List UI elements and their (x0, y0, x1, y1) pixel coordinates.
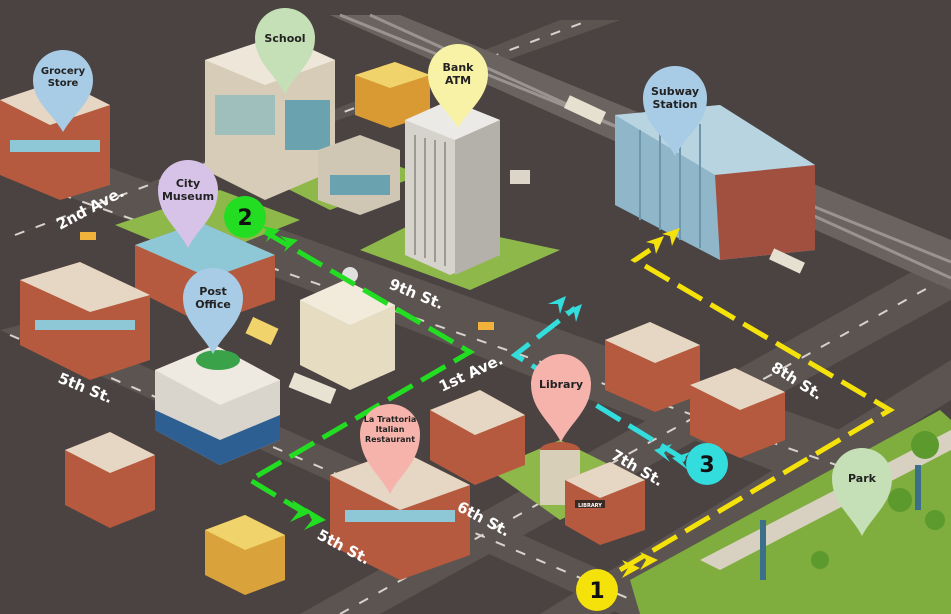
route-2-end-arrows (290, 500, 326, 530)
pin-school-line1: School (264, 32, 305, 45)
lane-9th (19, 179, 951, 506)
pin-subway-line2: Station (652, 98, 697, 111)
pin-restaurant[interactable]: La Trattoria Italian Restaurant (360, 404, 420, 494)
pin-restaurant-line2: Italian (376, 425, 405, 434)
pin-bank-line1: Bank (443, 61, 475, 74)
train (563, 95, 607, 125)
pin-library-line1: Library (539, 378, 583, 391)
route-3 (510, 296, 690, 470)
route-marker-1-label: 1 (589, 579, 604, 604)
building-south-small (205, 515, 285, 595)
route-marker-2-label: 2 (237, 206, 252, 231)
route-marker-2[interactable]: 2 (224, 196, 266, 238)
pin-subway-line1: Subway (651, 85, 699, 98)
route-2-path (245, 229, 475, 513)
pin-grocery-line2: Store (48, 78, 79, 89)
route-3-path (510, 306, 687, 463)
vehicle-truck (510, 170, 530, 184)
road-8th-street (540, 360, 951, 614)
pin-museum-line2: Museum (162, 190, 214, 203)
building-west-block (20, 262, 150, 380)
route-1-path (618, 247, 895, 573)
route-1-end-arrows (646, 228, 680, 254)
route-1-start-arrows (622, 552, 658, 578)
pin-city-museum[interactable]: City Museum (158, 160, 218, 248)
park-trees (760, 431, 945, 580)
pin-bank-line2: ATM (445, 74, 471, 87)
vehicle-bus (245, 316, 279, 346)
building-east-1st-ave (430, 390, 525, 485)
route-3-start-arrows (654, 444, 690, 470)
vehicle-car (478, 322, 494, 330)
buildings: LIBRARY (0, 35, 815, 595)
building-southwest-house (65, 432, 155, 528)
pin-post-office[interactable]: Post Office (183, 268, 243, 354)
pin-subway-station[interactable]: Subway Station (643, 66, 707, 156)
library-sign: LIBRARY (578, 503, 602, 509)
pin-restaurant-line1: La Trattoria (364, 415, 416, 424)
route-2 (245, 226, 475, 530)
route-marker-3[interactable]: 3 (686, 443, 728, 485)
pin-park-line1: Park (848, 472, 877, 485)
building-shops-north (355, 62, 430, 128)
building-school-annex (318, 135, 400, 215)
pin-post-line1: Post (199, 285, 226, 298)
pin-park[interactable]: Park (832, 448, 892, 536)
route-3-end-arrows (548, 296, 582, 322)
vehicle-car (80, 232, 96, 240)
pin-grocery-store[interactable]: Grocery Store (33, 50, 93, 132)
pin-museum-line1: City (176, 177, 200, 190)
route-marker-3-label: 3 (699, 453, 714, 478)
pin-post-line2: Office (195, 298, 231, 311)
building-library: LIBRARY (540, 442, 645, 545)
route-1 (618, 228, 895, 578)
train (769, 248, 805, 274)
pin-school[interactable]: School (255, 8, 315, 94)
building-bank (405, 100, 500, 275)
pin-library[interactable]: Library (531, 354, 591, 442)
pin-grocery-line1: Grocery (41, 66, 86, 77)
pin-bank-atm[interactable]: Bank ATM (428, 44, 488, 128)
vehicles (80, 95, 805, 405)
building-east-houses (605, 322, 785, 458)
building-restaurant (330, 450, 470, 580)
building-post-office (155, 345, 280, 465)
vehicle-bus (288, 372, 337, 405)
lamp-post (915, 465, 921, 510)
pin-restaurant-line3: Restaurant (365, 435, 415, 444)
building-tv-station (300, 267, 395, 390)
lamp-post (760, 520, 766, 580)
route-marker-1[interactable]: 1 (576, 569, 618, 611)
route-2-start-arrows (262, 226, 298, 252)
